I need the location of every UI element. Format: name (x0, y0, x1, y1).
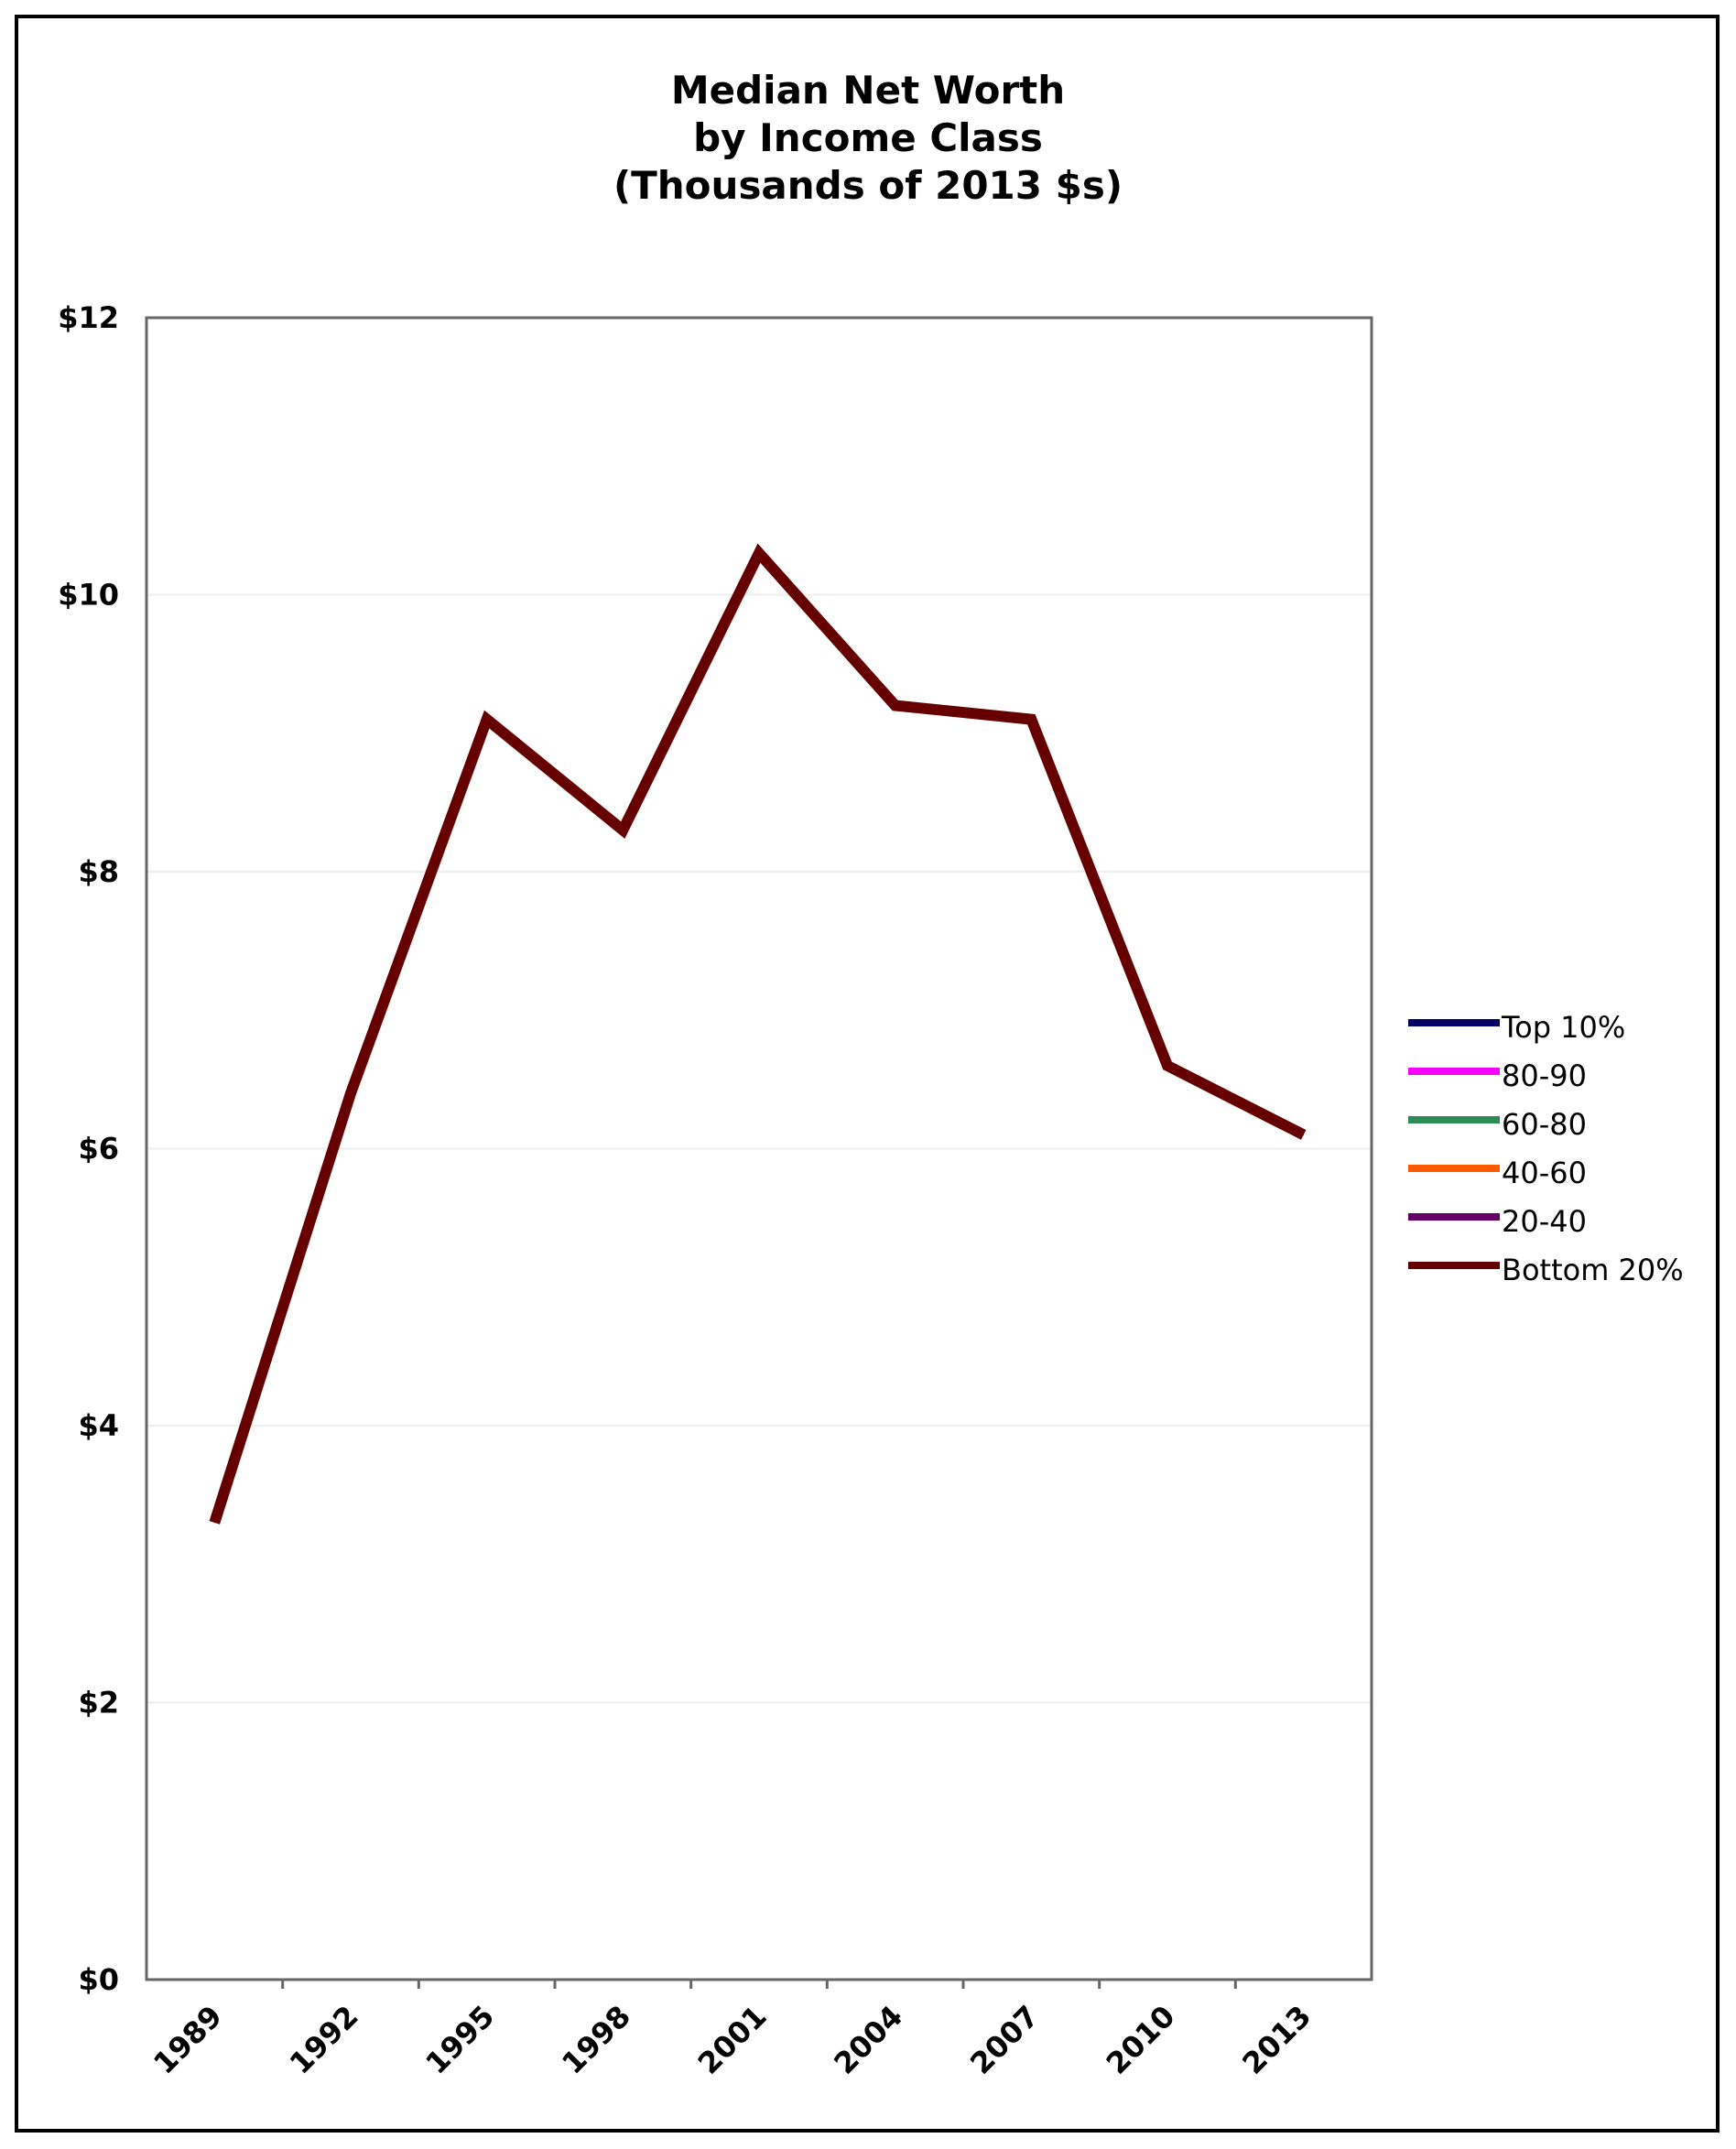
x-tick-label: 1998 (555, 1999, 637, 2081)
chart-title-line-3: (Thousands of 2013 $s) (613, 163, 1123, 208)
data-point (1030, 719, 1032, 721)
y-tick-label: $6 (78, 1132, 119, 1167)
y-tick-label: $12 (58, 300, 119, 335)
plot-area (145, 316, 1373, 1981)
legend-label: Top 10% (1501, 1010, 1625, 1045)
chart-title: Median Net Worth by Income Class (Thousa… (613, 68, 1123, 208)
legend: Top 10% 80-90 60-80 40-60 20-40 Bottom 20% (1408, 1010, 1684, 1287)
data-point (350, 1092, 352, 1094)
data-point (486, 719, 488, 721)
legend-label: 20-40 (1502, 1204, 1587, 1239)
y-tick-label: $2 (78, 1686, 119, 1720)
legend-label: 40-60 (1502, 1156, 1587, 1190)
data-point (758, 552, 760, 554)
series-lines (209, 543, 1307, 1525)
y-tick-label: $8 (78, 854, 119, 889)
x-tick-label: 1989 (146, 1999, 229, 2081)
data-point (1166, 1065, 1168, 1067)
x-tick-label: 2007 (963, 1999, 1046, 2081)
x-axis (281, 1980, 1237, 1989)
x-tick-label: 2004 (827, 1999, 909, 2081)
legend-label: 60-80 (1502, 1107, 1587, 1142)
x-axis-labels: 1989 1992 1995 1998 2001 2004 2007 2010 2013 (146, 1999, 1318, 2081)
chart-title-line-1: Median Net Worth (671, 68, 1065, 113)
x-tick-label: 1992 (283, 1999, 365, 2081)
series-line (209, 543, 1307, 1525)
legend-label: 80-90 (1502, 1058, 1587, 1093)
data-point (213, 1522, 215, 1524)
x-tick-label: 2010 (1100, 1999, 1182, 2081)
y-tick-label: $0 (78, 1962, 119, 1997)
legend-label: Bottom 20% (1502, 1253, 1684, 1287)
x-tick-label: 2013 (1235, 1999, 1318, 2081)
chart-title-line-2: by Income Class (693, 115, 1043, 160)
y-tick-label: $4 (78, 1408, 119, 1443)
data-point (1303, 1134, 1305, 1135)
x-tick-label: 1995 (418, 1999, 501, 2081)
y-tick-label: $10 (58, 578, 119, 613)
y-axis: $0 $2 $4 $6 $8 $10 $12 (58, 300, 119, 1997)
gridlines (146, 593, 1372, 1704)
x-tick-label: 2001 (691, 1999, 774, 2081)
